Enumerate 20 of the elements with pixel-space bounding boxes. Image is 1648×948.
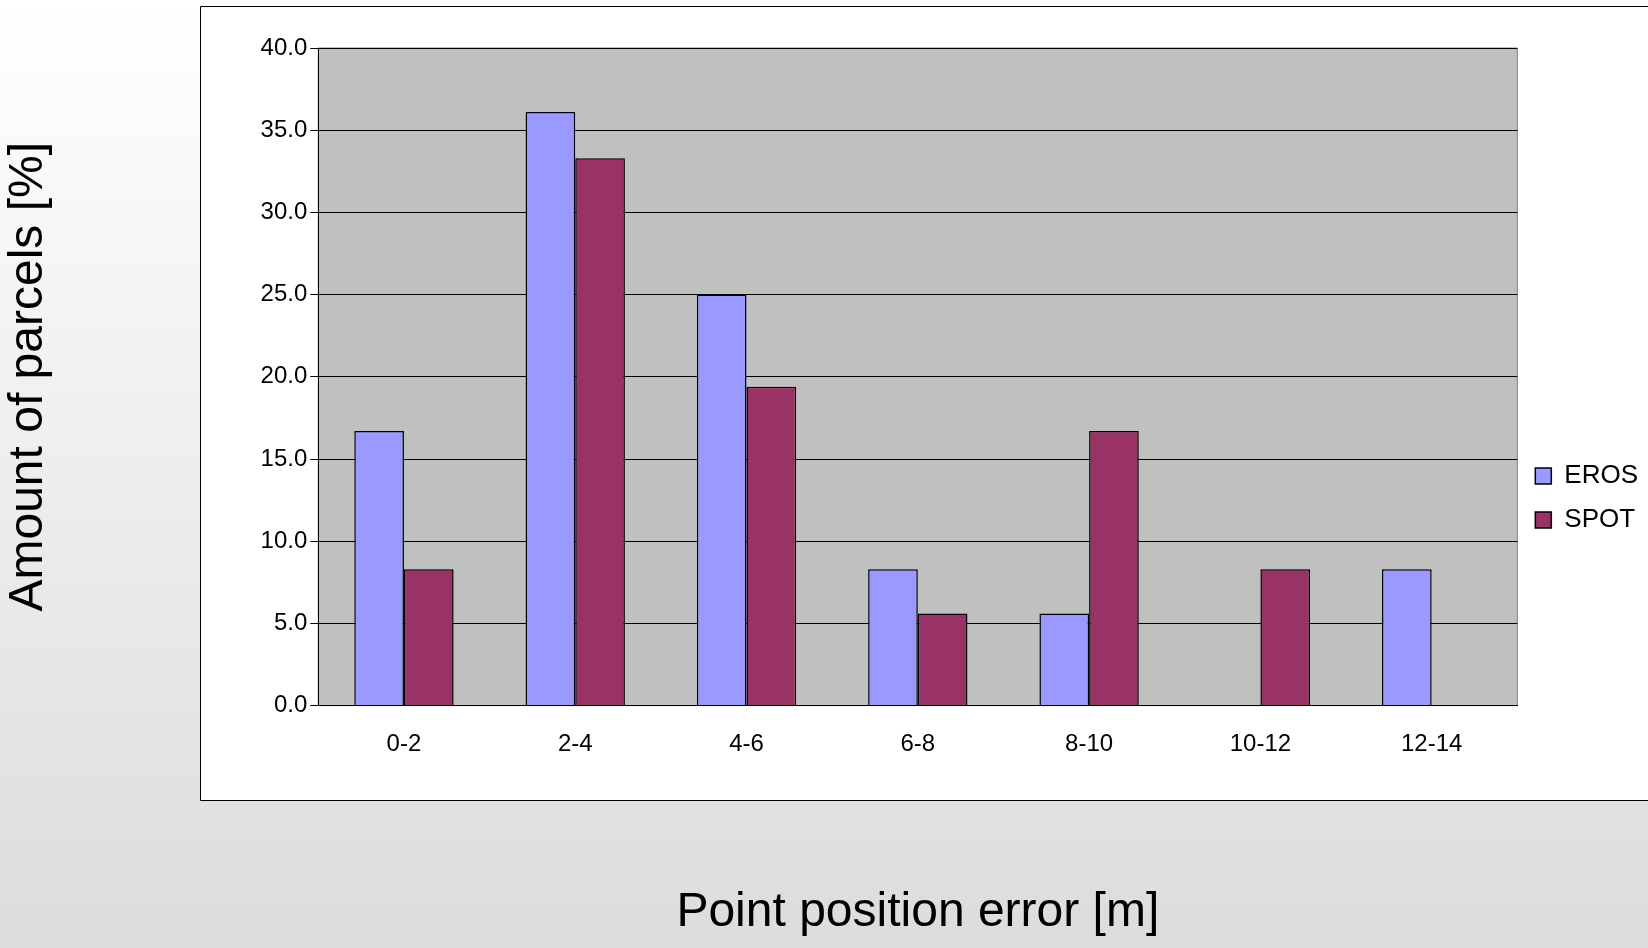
- y-tick-label: 30.0: [260, 197, 308, 225]
- y-tick-label: 40.0: [260, 32, 308, 60]
- y-tick-label: 5.0: [273, 608, 308, 636]
- x-tick-label: 0-2: [386, 728, 422, 756]
- x-axis-title: Point position error [m]: [676, 883, 1160, 937]
- y-axis-title: Amount of parcels [%]: [0, 142, 53, 612]
- y-tick-label: 15.0: [260, 443, 308, 471]
- x-tick-label: 8-10: [1065, 728, 1114, 756]
- x-tick-label: 12-14: [1400, 728, 1463, 756]
- x-tick-label: 10-12: [1229, 728, 1292, 756]
- y-tick-label: 20.0: [260, 361, 308, 389]
- legend-label: SPOT: [1564, 503, 1636, 534]
- x-tick-label: 4-6: [729, 728, 764, 756]
- legend-label: EROS: [1564, 459, 1638, 490]
- y-tick-label: 0.0: [273, 690, 308, 718]
- x-tick-label: 2-4: [557, 728, 593, 756]
- y-tick-label: 35.0: [260, 114, 308, 142]
- y-tick-label: 25.0: [260, 279, 308, 307]
- x-tick-label: 6-8: [900, 728, 936, 756]
- y-tick-label: 10.0: [260, 525, 308, 553]
